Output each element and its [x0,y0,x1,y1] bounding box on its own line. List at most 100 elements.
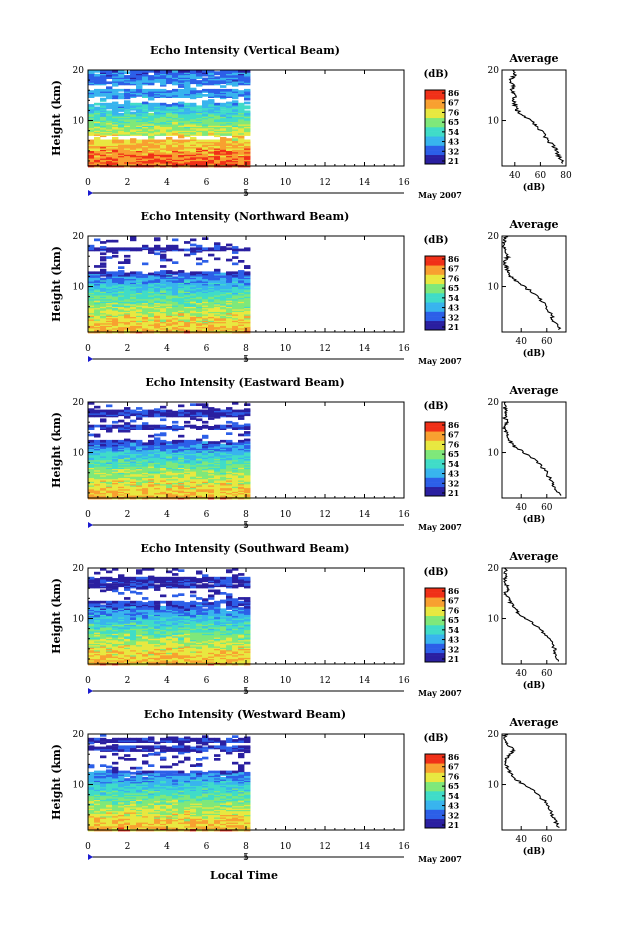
heatmap-cells [88,70,251,168]
colorbar-swatch [425,486,445,490]
heatmap-cell [214,275,221,278]
colorbar-swatch [425,108,445,112]
heatmap-cell [100,70,107,73]
heatmap-cell [112,439,119,443]
colorbar-swatch [425,159,445,162]
heatmap-cell [148,409,155,413]
heatmap-cell [88,402,95,405]
heatmap-cell [106,88,113,92]
heatmap-cell [160,280,167,283]
heatmap-cell [100,256,107,259]
colorbar-swatch [425,101,445,105]
heatmap-cell [106,278,113,282]
heatmap-cell [112,254,119,258]
heatmap-cell [196,413,203,417]
panel-title: Echo Intensity (Eastward Beam) [145,376,344,389]
heatmap-cell [124,100,131,103]
heatmap-cell [112,101,119,105]
heatmap-cell [232,88,239,92]
profile-line [501,235,562,330]
heatmap-cell [118,270,125,273]
heatmap-cell [184,409,191,413]
heatmap-cell [208,88,215,92]
colorbar-swatch [425,491,445,494]
heatmap-cell [208,280,215,283]
heatmap-cell [244,97,251,101]
heatmap-cell [220,272,227,276]
heatmap-cell [88,80,95,83]
heatmap-cell [172,410,179,414]
heatmap-cell [208,409,215,413]
heatmap-cell [244,72,251,76]
heatmap-cell [166,139,173,143]
heatmap-cell [166,270,173,273]
heatmap-cell [184,91,191,95]
colorbar-swatch [425,290,445,294]
x-tick-label: 12 [319,344,330,354]
heatmap-cell [184,111,191,115]
heatmap-cell [172,261,179,264]
heatmap-cell [136,271,143,275]
heatmap-cell [178,70,185,73]
heatmap-cell [202,139,209,143]
heatmap-cell [142,424,149,428]
heatmap-cell [172,139,179,143]
x-tick-label: 14 [359,510,371,520]
colorbar-tick-label: 76 [448,273,460,283]
heatmap-cell [124,280,131,283]
colorbar-swatch [425,297,445,301]
colorbar-swatch [425,258,445,261]
colorbar-swatch [425,475,445,478]
heatmap-cell [154,244,161,248]
colorbar-swatch [425,431,445,434]
heatmap-cell [100,88,107,92]
heatmap-cell [178,270,185,273]
heatmap-cell [178,104,185,107]
x-tick-label: 2 [125,510,131,520]
profile-y-tick-label: 10 [488,283,500,293]
colorbar-swatch [425,318,445,322]
heatmap-cell [148,247,155,251]
colorbar-tick-label: 43 [448,303,460,313]
colorbar-swatch [425,309,445,312]
colorbar-tick-label: 43 [448,469,460,479]
heatmap-cell [190,96,197,100]
panel-title: Echo Intensity (Northward Beam) [141,210,350,223]
heatmap-cell [166,441,173,444]
heatmap-cell [118,92,125,96]
heatmap-cell [184,439,191,443]
heatmap-cell [232,256,239,259]
heatmap-cell [184,70,191,73]
heatmap-cell [148,75,155,78]
heatmap-cell [220,424,227,428]
profile-x-tick-label: 60 [541,337,553,347]
heatmap-cell [100,262,107,266]
colorbar-swatch [425,456,445,460]
heatmap-cell [226,271,233,275]
heatmap-cell [244,70,251,73]
heatmap-cell [202,73,209,77]
profile-x-label: (dB) [523,348,545,359]
heatmap-cell [196,403,203,406]
profile-x-tick-label: 40 [515,337,527,347]
heatmap-cell [112,409,119,413]
heatmap-cell [154,237,161,240]
colorbar-swatch [425,470,445,474]
colorbar-swatch [425,150,445,153]
heatmap-cell [130,413,137,417]
heatmap-cell [226,407,233,410]
heatmap-cell [136,139,143,143]
colorbar-swatch [425,302,445,305]
heatmap-cell [178,434,185,438]
day-marker-label: 5 [243,355,249,365]
colorbar-tick-label: 32 [448,312,459,322]
heatmap-cell [244,105,251,109]
heatmap-cell [238,444,245,448]
colorbar-tick-label: 67 [448,264,459,274]
colorbar-tick-label: 86 [448,420,460,430]
heatmap-cell [124,254,131,258]
profile-axes [501,69,567,167]
y-axis-label: Height (km) [50,246,63,322]
beam-panel: Echo Intensity (Northward Beam)0 2 4 6 8 10 12… [50,210,567,366]
heatmap-cell [238,424,245,428]
